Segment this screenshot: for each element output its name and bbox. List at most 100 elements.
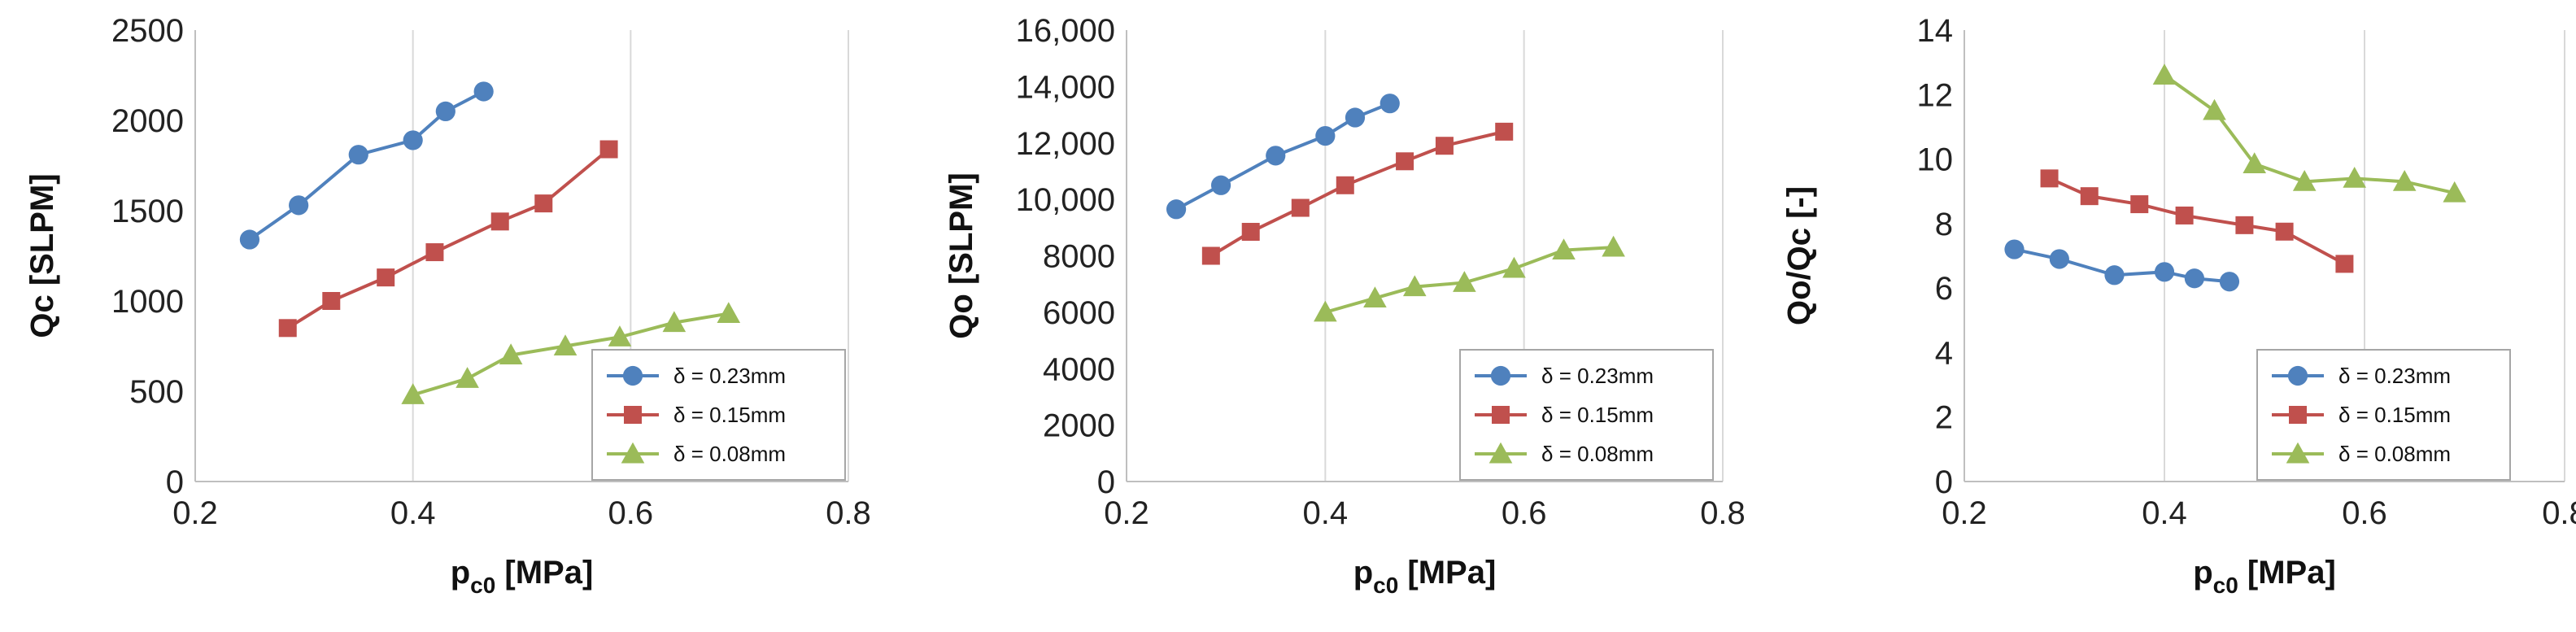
chart-3-ytick-label: 0 xyxy=(1935,464,1953,500)
chart-2-ytick-label: 16,000 xyxy=(1016,13,1115,49)
chart-1-series-2-point xyxy=(377,268,395,287)
chart-2-legend-label-1: δ = 0.23mm xyxy=(1541,364,1654,388)
chart-2-series-3-point xyxy=(1602,235,1625,257)
chart-1-series-2-point xyxy=(599,140,618,159)
chart-3-series-1-point xyxy=(2184,268,2204,289)
chart-2-series-3-point xyxy=(1502,256,1526,278)
chart-2-series-1-point xyxy=(1345,107,1366,128)
chart-2-series-3-point xyxy=(1314,300,1337,322)
chart-2-legend-marker-2 xyxy=(1492,406,1510,424)
chart-1-legend-label-2: δ = 0.15mm xyxy=(673,403,786,427)
chart-1-xtick-label: 0.2 xyxy=(172,495,218,531)
chart-3-series-3-point xyxy=(2343,167,2366,188)
chart-3-series-3-point xyxy=(2243,152,2266,173)
chart-2-ylabel: Qo [SLPM] xyxy=(944,172,979,338)
chart-3-series-2-point xyxy=(2275,222,2294,241)
chart-1-series-1-point xyxy=(289,195,309,216)
chart-1-legend-label-1: δ = 0.23mm xyxy=(673,364,786,388)
chart-2-xlabel: pc0 [MPa] xyxy=(1353,555,1497,598)
chart-2-series-1-point xyxy=(1210,175,1231,195)
chart-1-series-3-point xyxy=(608,325,632,347)
chart-2-xtick-label: 0.8 xyxy=(1700,495,1746,531)
chart-3-series-3-point xyxy=(2152,63,2177,85)
chart-1-series-3-point xyxy=(401,383,425,404)
chart-1-series-3-point xyxy=(455,367,479,388)
chart-1-series-1-point xyxy=(348,145,368,165)
chart-1-ytick-label: 2500 xyxy=(111,13,184,49)
chart-2-xtick-label: 0.2 xyxy=(1104,495,1149,531)
chart-1: 0 500 1000 1500 2000 2500 0.2 0.4 0.6 0.8 Qc [SLPM… xyxy=(24,13,871,598)
chart-1-ylabel: Qc [SLPM] xyxy=(24,173,60,338)
chart-2-legend-label-2: δ = 0.15mm xyxy=(1541,403,1654,427)
chart-3-series-3-point xyxy=(2443,181,2466,203)
chart-3-xtick-label: 0.6 xyxy=(2342,495,2387,531)
chart-3-ylabel: Qo/Qc [-] xyxy=(1781,186,1817,325)
chart-2-xlabel-main: p xyxy=(1353,555,1373,591)
chart-1-xlabel-rest: [MPa] xyxy=(495,555,593,591)
chart-2-xlabel-sub: c0 xyxy=(1373,573,1398,598)
chart-2-legend-marker-1 xyxy=(1490,365,1511,386)
chart-3-series-3-point xyxy=(2292,170,2317,191)
chart-1-legend-marker-2 xyxy=(624,406,642,424)
chart-3-series-1-point xyxy=(2049,249,2069,269)
chart-1-series-2-point xyxy=(534,194,553,213)
chart-2-ytick-label: 10,000 xyxy=(1016,182,1115,218)
chart-3-series-1-point xyxy=(2219,272,2240,292)
chart-2-series-3-point xyxy=(1552,238,1576,260)
chart-1-series-2-point xyxy=(425,243,444,262)
chart-1-legend-marker-3 xyxy=(621,442,645,464)
chart-1-series-1-point xyxy=(473,81,494,102)
chart-2-series-2-point xyxy=(1291,198,1310,217)
chart-1-ytick-label: 0 xyxy=(166,464,184,500)
chart-2-series-1-point xyxy=(1315,125,1336,146)
chart-3-xtick-label: 0.2 xyxy=(1942,495,1987,531)
chart-3-xtick-label: 0.4 xyxy=(2142,495,2187,531)
chart-2-xtick-label: 0.4 xyxy=(1303,495,1349,531)
chart-1-xtick-label: 0.6 xyxy=(608,495,654,531)
chart-3-legend-label-2: δ = 0.15mm xyxy=(2338,403,2451,427)
chart-1-series-1-point xyxy=(435,101,455,121)
chart-3-xlabel-main: p xyxy=(2193,555,2212,591)
chart-3-series-2-point xyxy=(2335,255,2354,273)
chart-3-legend-marker-3 xyxy=(2286,442,2310,464)
chart-2-series-2-point xyxy=(1201,246,1220,265)
chart-1-series-1-point xyxy=(239,229,260,250)
chart-1-series-1-point xyxy=(403,130,423,150)
chart-2-ytick-label: 8000 xyxy=(1043,239,1115,275)
chart-2-ytick-label: 12,000 xyxy=(1016,126,1115,162)
chart-2-series-3-point xyxy=(1453,271,1476,292)
chart-3-ytick-label: 8 xyxy=(1935,207,1953,242)
chart-1-xtick-label: 0.4 xyxy=(390,495,436,531)
chart-2-xlabel-rest: [MPa] xyxy=(1398,555,1496,591)
chart-1-ytick-label: 500 xyxy=(129,374,184,410)
chart-3-series-2-point xyxy=(2235,216,2254,234)
chart-1-legend-label-3: δ = 0.08mm xyxy=(673,442,786,466)
chart-3-series-3-point xyxy=(2392,170,2417,191)
chart-2-series-3-point xyxy=(1363,286,1387,307)
chart-3-legend-marker-2 xyxy=(2289,406,2307,424)
chart-2-ytick-label: 14,000 xyxy=(1016,69,1115,105)
chart-3-xtick-label: 0.8 xyxy=(2542,495,2576,531)
chart-3-ytick-label: 12 xyxy=(1917,77,1954,113)
chart-3-legend-label-1: δ = 0.23mm xyxy=(2338,364,2451,388)
chart-3-series-1-point xyxy=(2154,262,2175,282)
chart-2-ytick-label: 0 xyxy=(1097,464,1115,500)
chart-2-ytick-label: 2000 xyxy=(1043,408,1115,444)
chart-3-xlabel-sub: c0 xyxy=(2213,573,2238,598)
chart-2: 0 2000 4000 6000 8000 10,000 12,000 14,000 16,00… xyxy=(944,13,1746,598)
chart-3-ytick-label: 10 xyxy=(1917,142,1954,178)
chart-2-xtick-label: 0.6 xyxy=(1502,495,1547,531)
chart-2-ytick-label: 6000 xyxy=(1043,295,1115,331)
chart-3-series-1-point xyxy=(2104,265,2125,285)
chart-1-series-3-point xyxy=(662,311,686,333)
chart-2-series-2-point xyxy=(1435,137,1454,155)
chart-2-legend-label-3: δ = 0.08mm xyxy=(1541,442,1654,466)
chart-2-series-2-point xyxy=(1336,176,1354,194)
chart-3-series-1-point xyxy=(2004,239,2025,259)
chart-1-series-3-point xyxy=(717,302,741,323)
chart-2-legend-marker-3 xyxy=(1489,442,1513,464)
chart-1-legend-marker-1 xyxy=(622,365,643,386)
chart-2-series-2-point xyxy=(1396,152,1414,171)
chart-3-series-3-point xyxy=(2203,98,2226,120)
